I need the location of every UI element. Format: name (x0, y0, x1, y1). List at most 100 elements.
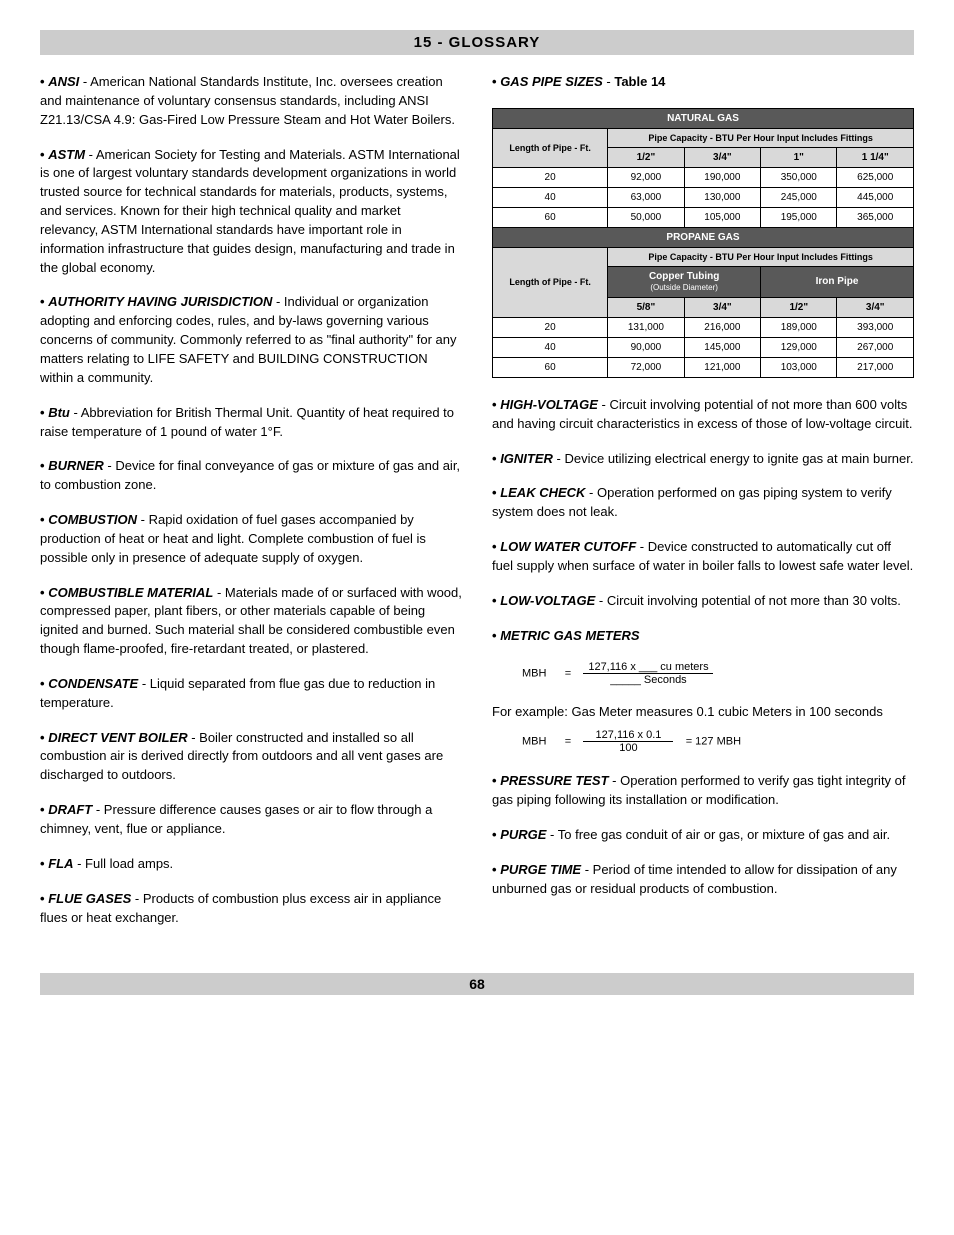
table-cell: 195,000 (761, 207, 837, 227)
term: DIRECT VENT BOILER (48, 730, 187, 745)
term: Btu (48, 405, 70, 420)
f1-den: _____ Seconds (610, 674, 686, 686)
definition: - Device utilizing electrical energy to … (553, 451, 914, 466)
term: LOW-VOLTAGE (500, 593, 595, 608)
glossary-entry: • IGNITER - Device utilizing electrical … (492, 450, 914, 469)
f2-den: 100 (619, 742, 637, 754)
formula-2: MBH = 127,116 x 0.1 100 = 127 MBH (522, 729, 914, 754)
table-cell: 350,000 (761, 167, 837, 187)
table-cell: 393,000 (837, 317, 914, 337)
glossary-entry: • PURGE TIME - Period of time intended t… (492, 861, 914, 899)
term: BURNER (48, 458, 104, 473)
glossary-entry: • FLUE GASES - Products of combustion pl… (40, 890, 462, 928)
table-cell: 217,000 (837, 357, 914, 377)
definition: - Full load amps. (73, 856, 173, 871)
glossary-entry: • FLA - Full load amps. (40, 855, 462, 874)
table-cell: 105,000 (684, 207, 760, 227)
section-header: 15 - GLOSSARY (40, 30, 914, 55)
definition: - Device for final conveyance of gas or … (40, 458, 460, 492)
glossary-entry: • HIGH-VOLTAGE - Circuit involving poten… (492, 396, 914, 434)
f1-num: 127,116 x ___ cu meters (588, 661, 708, 673)
table-col-header: 1/2" (608, 147, 684, 167)
table-cell: 40 (493, 187, 608, 207)
table-cell: 92,000 (608, 167, 684, 187)
definition: - American Society for Testing and Mater… (40, 147, 460, 275)
f1-eq: = (565, 668, 571, 680)
metric-term: METRIC GAS METERS (500, 628, 639, 643)
term: AUTHORITY HAVING JURISDICTION (48, 294, 272, 309)
table-cell: 145,000 (684, 337, 760, 357)
table-col-header: 3/4" (837, 297, 914, 317)
table-col-header: 3/4" (684, 297, 760, 317)
table-row: 4090,000145,000129,000267,000 (493, 337, 914, 357)
gas-pipe-dash: - (603, 74, 615, 89)
term: CONDENSATE (48, 676, 138, 691)
gas-pipe-term: GAS PIPE SIZES (500, 74, 603, 89)
definition: - Pressure difference causes gases or ai… (40, 802, 432, 836)
definition: - Circuit involving potential of not mor… (595, 593, 901, 608)
table-cell: 50,000 (608, 207, 684, 227)
term: IGNITER (500, 451, 553, 466)
table-cell: 445,000 (837, 187, 914, 207)
table-cell: 90,000 (608, 337, 684, 357)
table-col-header: 1 1/4" (837, 147, 914, 167)
glossary-entry: • COMBUSTIBLE MATERIAL - Materials made … (40, 584, 462, 659)
table-cell: 60 (493, 357, 608, 377)
table-cell: 129,000 (761, 337, 837, 357)
table-cell: 190,000 (684, 167, 760, 187)
right-column: • GAS PIPE SIZES - Table 14 NATURAL GAS … (492, 73, 914, 943)
definition: - To free gas conduit of air or gas, or … (546, 827, 890, 842)
capacity-header-2: Pipe Capacity - BTU Per Hour Input Inclu… (608, 247, 914, 266)
table-cell: 72,000 (608, 357, 684, 377)
table-cell: 20 (493, 167, 608, 187)
glossary-entry: • Btu - Abbreviation for British Thermal… (40, 404, 462, 442)
gas-pipe-heading: • GAS PIPE SIZES - Table 14 (492, 73, 914, 92)
table-cell: 63,000 (608, 187, 684, 207)
glossary-entry: • LOW-VOLTAGE - Circuit involving potent… (492, 592, 914, 611)
table-col-header: 1" (761, 147, 837, 167)
definition: - Abbreviation for British Thermal Unit.… (40, 405, 454, 439)
table-ref: Table 14 (614, 74, 665, 89)
glossary-entry: • LOW WATER CUTOFF - Device constructed … (492, 538, 914, 576)
table-row: 6072,000121,000103,000217,000 (493, 357, 914, 377)
term: ANSI (48, 74, 79, 89)
glossary-entry: • DIRECT VENT BOILER - Boiler constructe… (40, 729, 462, 786)
table-col-header: 3/4" (684, 147, 760, 167)
glossary-entry: • DRAFT - Pressure difference causes gas… (40, 801, 462, 839)
two-column-layout: • ANSI - American National Standards Ins… (40, 73, 914, 943)
table-col-header: 1/2" (761, 297, 837, 317)
f2-label: MBH (522, 736, 546, 748)
f2-result: = 127 MBH (686, 736, 741, 748)
capacity-header: Pipe Capacity - BTU Per Hour Input Inclu… (608, 128, 914, 147)
f2-num: 127,116 x 0.1 (596, 729, 662, 741)
table-cell: 267,000 (837, 337, 914, 357)
term: FLUE GASES (48, 891, 131, 906)
definition: - American National Standards Institute,… (40, 74, 455, 127)
term: COMBUSTION (48, 512, 137, 527)
glossary-entry: • AUTHORITY HAVING JURISDICTION - Indivi… (40, 293, 462, 387)
formula-1: MBH = 127,116 x ___ cu meters _____ Seco… (522, 661, 914, 686)
term: LOW WATER CUTOFF (500, 539, 636, 554)
table-row: 2092,000190,000350,000625,000 (493, 167, 914, 187)
iron-pipe-header: Iron Pipe (761, 266, 914, 297)
glossary-entry: • CONDENSATE - Liquid separated from flu… (40, 675, 462, 713)
table-cell: 103,000 (761, 357, 837, 377)
term: ASTM (48, 147, 85, 162)
f2-eq: = (565, 736, 571, 748)
metric-gas-meters: • METRIC GAS METERS (492, 627, 914, 646)
table-cell: 131,000 (608, 317, 684, 337)
table-cell: 20 (493, 317, 608, 337)
term: FLA (48, 856, 73, 871)
table-row: 4063,000130,000245,000445,000 (493, 187, 914, 207)
left-column: • ANSI - American National Standards Ins… (40, 73, 462, 943)
term: LEAK CHECK (500, 485, 585, 500)
glossary-entry: • PURGE - To free gas conduit of air or … (492, 826, 914, 845)
table-cell: 365,000 (837, 207, 914, 227)
page-number: 68 (40, 973, 914, 995)
length-of-pipe-header: Length of Pipe - Ft. (493, 128, 608, 167)
table-cell: 189,000 (761, 317, 837, 337)
glossary-entry: • LEAK CHECK - Operation performed on ga… (492, 484, 914, 522)
term: PRESSURE TEST (500, 773, 608, 788)
table-cell: 216,000 (684, 317, 760, 337)
table-cell: 121,000 (684, 357, 760, 377)
